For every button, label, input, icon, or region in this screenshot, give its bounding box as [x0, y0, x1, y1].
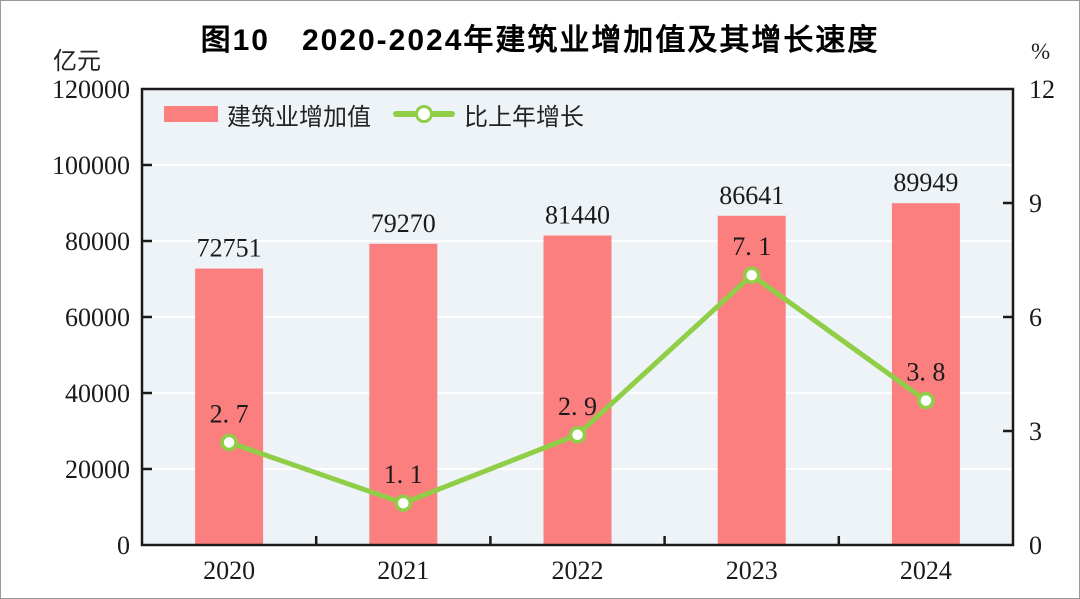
x-axis-category-label: 2021	[377, 556, 429, 585]
line-marker	[220, 433, 238, 452]
legend-line-marker-icon	[415, 105, 433, 123]
line-value-label: 3. 8	[906, 358, 945, 387]
x-axis-category-label: 2022	[552, 556, 604, 585]
line-value-label: 2. 9	[558, 392, 597, 421]
bar-2024	[891, 203, 960, 546]
bar-value-label: 89949	[893, 168, 958, 197]
bar-value-label: 79270	[371, 209, 436, 238]
legend-line-sample	[393, 104, 455, 124]
left-axis-tick-label: 0	[117, 531, 130, 560]
bar-2023	[717, 215, 786, 545]
line-marker	[742, 266, 761, 284]
bar-value-label: 86641	[719, 181, 784, 210]
legend: 建筑业增加值 比上年增长	[164, 101, 584, 131]
right-axis-tick-label: 6	[1029, 303, 1042, 332]
left-axis-tick-label: 100000	[52, 151, 130, 180]
right-axis-tick-label: 3	[1029, 417, 1042, 446]
left-axis-tick-label: 60000	[65, 303, 130, 332]
bar-value-label: 72751	[197, 234, 262, 263]
bar-2022	[543, 235, 612, 545]
line-value-label: 1. 1	[384, 460, 423, 489]
left-axis-unit-label: 亿元	[53, 48, 101, 75]
chart-title: 图10 2020-2024年建筑业增加值及其增长速度	[200, 24, 880, 57]
x-axis-category-label: 2023	[726, 556, 778, 585]
x-axis-category-label: 2020	[203, 556, 255, 585]
line-value-label: 2. 7	[210, 399, 249, 428]
line-marker	[568, 426, 587, 444]
right-axis-tick-label: 0	[1029, 531, 1042, 560]
line-value-label: 7. 1	[732, 232, 771, 261]
line-marker	[917, 391, 935, 410]
left-axis-tick-label: 80000	[65, 227, 130, 256]
bar-2020	[195, 268, 264, 545]
left-axis-tick-label: 20000	[65, 455, 130, 484]
legend-line-label: 比上年增长	[464, 103, 584, 131]
right-axis-tick-label: 12	[1029, 75, 1055, 104]
right-axis-tick-label: 9	[1029, 189, 1042, 218]
legend-bar-swatch	[164, 106, 218, 122]
right-axis-unit-label: %	[1031, 39, 1051, 64]
x-axis-category-label: 2024	[900, 556, 952, 585]
bar-value-label: 81440	[545, 201, 610, 230]
left-axis-tick-label: 40000	[65, 379, 130, 408]
line-marker	[394, 494, 413, 512]
left-axis-tick-label: 120000	[52, 75, 130, 104]
legend-bar-label: 建筑业增加值	[227, 103, 371, 131]
